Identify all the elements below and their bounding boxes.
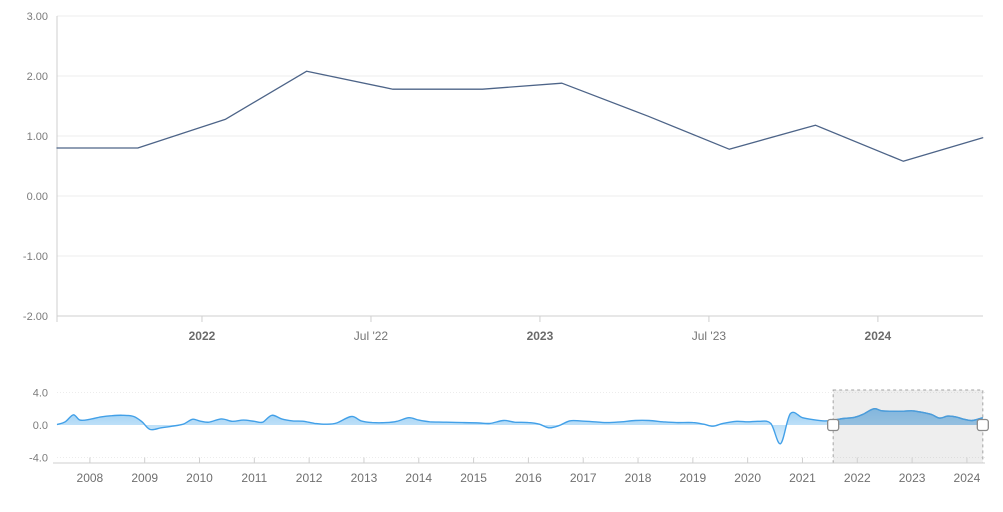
nav-x-tick-label: 2010 — [186, 471, 213, 485]
main-y-tick-label: -1.00 — [23, 251, 48, 263]
nav-x-tick-label: 2013 — [351, 471, 378, 485]
range-navigator: 4.0 0.0 -4.0 2008 2009 2010 2011 2012 2013 2014 20… — [29, 388, 989, 485]
main-x-tick-label: 2023 — [527, 329, 554, 343]
nav-x-tick-label: 2020 — [734, 471, 761, 485]
navigator-selected-area — [833, 408, 983, 425]
nav-x-tick-label: 2017 — [570, 471, 597, 485]
main-y-tick-label: 0.00 — [27, 191, 48, 203]
nav-x-tick-label: 2018 — [625, 471, 652, 485]
main-y-tick-label: 1.00 — [27, 131, 48, 143]
navigator-handle-right[interactable] — [976, 418, 989, 432]
nav-x-tick-label: 2011 — [241, 471, 267, 485]
navigator-area-fill — [57, 408, 983, 444]
nav-x-tick-label: 2021 — [789, 471, 816, 485]
main-plot-area[interactable] — [57, 16, 983, 316]
nav-x-tick-label: 2008 — [77, 471, 104, 485]
nav-x-tick-label: 2023 — [899, 471, 926, 485]
nav-x-tick-label: 2009 — [131, 471, 158, 485]
main-x-tick-label: Jul '23 — [692, 329, 727, 343]
main-price-chart: 3.00 2.00 1.00 0.00 -1.00 -2.00 2022 Jul '22 202… — [23, 11, 984, 343]
nav-y-tick-label: 4.0 — [33, 388, 48, 400]
nav-x-tick-label: 2012 — [296, 471, 323, 485]
nav-x-tick-label: 2014 — [405, 471, 432, 485]
navigator-selected-line — [833, 407, 983, 422]
main-x-tick-label: 2024 — [865, 329, 892, 343]
main-x-tick-label: 2022 — [189, 329, 216, 343]
nav-x-tick-label: 2019 — [679, 471, 706, 485]
nav-x-tick-label: 2024 — [954, 471, 981, 485]
nav-y-tick-label: -4.0 — [29, 453, 48, 465]
nav-y-tick-label: 0.0 — [33, 420, 48, 432]
nav-x-tick-label: 2022 — [844, 471, 871, 485]
main-y-tick-label: 3.00 — [27, 11, 48, 23]
main-series-line — [56, 70, 984, 162]
main-x-tick-label: Jul '22 — [354, 329, 389, 343]
nav-x-tick-label: 2015 — [460, 471, 487, 485]
navigator-handle-left[interactable] — [827, 418, 840, 432]
main-y-tick-label: 2.00 — [27, 71, 48, 83]
nav-x-tick-label: 2016 — [515, 471, 542, 485]
main-y-tick-label: -2.00 — [23, 311, 48, 323]
navigator-selection[interactable] — [833, 390, 983, 463]
